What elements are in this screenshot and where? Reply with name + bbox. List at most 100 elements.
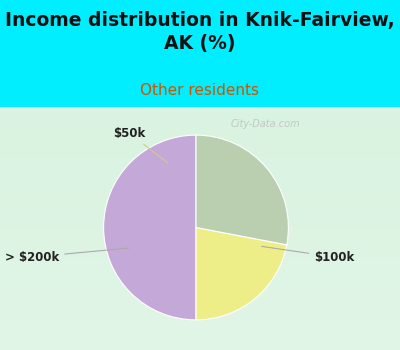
Bar	[0, 143, 400, 146]
Bar	[0, 182, 400, 184]
Bar	[0, 262, 400, 265]
Bar	[0, 250, 400, 253]
Bar	[0, 146, 400, 148]
Text: City-Data.com: City-Data.com	[230, 119, 300, 129]
Bar	[0, 219, 400, 221]
Bar	[0, 158, 400, 160]
Bar	[0, 270, 400, 272]
Wedge shape	[104, 135, 196, 320]
Bar	[0, 214, 400, 216]
Bar	[0, 279, 400, 282]
Bar	[0, 343, 400, 345]
Bar	[0, 131, 400, 133]
Bar	[0, 321, 400, 323]
Bar	[0, 184, 400, 187]
Bar	[0, 318, 400, 321]
Bar	[0, 245, 400, 248]
Bar	[0, 306, 400, 309]
Bar	[0, 187, 400, 189]
Bar	[0, 153, 400, 155]
Bar	[0, 340, 400, 343]
Bar	[0, 141, 400, 143]
Bar	[0, 177, 400, 180]
Bar	[0, 199, 400, 202]
Bar	[0, 206, 400, 209]
Bar	[0, 133, 400, 136]
Bar	[0, 175, 400, 177]
Bar	[0, 204, 400, 206]
Bar	[0, 316, 400, 318]
Bar	[0, 224, 400, 226]
Bar	[0, 292, 400, 294]
Bar	[0, 248, 400, 250]
Bar	[0, 328, 400, 330]
Bar	[0, 301, 400, 304]
Bar	[0, 150, 400, 153]
Bar	[0, 265, 400, 267]
Bar	[0, 267, 400, 270]
Wedge shape	[196, 135, 288, 245]
Bar	[0, 304, 400, 306]
Bar	[0, 173, 400, 175]
Bar	[0, 129, 400, 131]
Bar	[0, 260, 400, 262]
Bar	[0, 119, 400, 121]
Bar	[0, 255, 400, 258]
Bar	[0, 289, 400, 292]
Bar	[0, 117, 400, 119]
Text: Income distribution in Knik-Fairview,
AK (%): Income distribution in Knik-Fairview, AK…	[5, 11, 395, 53]
Bar	[0, 333, 400, 335]
Bar	[0, 258, 400, 260]
Bar	[0, 209, 400, 211]
Bar	[0, 229, 400, 231]
Text: Other residents: Other residents	[140, 83, 260, 98]
Bar	[0, 114, 400, 117]
Bar	[0, 192, 400, 194]
Bar	[0, 136, 400, 138]
Bar	[0, 197, 400, 199]
Bar	[0, 326, 400, 328]
Bar	[0, 275, 400, 277]
Bar	[0, 189, 400, 192]
Bar	[0, 348, 400, 350]
Bar	[0, 155, 400, 158]
Bar	[0, 211, 400, 214]
Bar	[0, 314, 400, 316]
Bar	[0, 121, 400, 124]
Bar	[0, 194, 400, 197]
Bar	[0, 311, 400, 314]
Bar	[0, 284, 400, 287]
Bar	[0, 148, 400, 150]
Bar	[0, 138, 400, 141]
Bar	[0, 338, 400, 340]
Bar	[0, 240, 400, 243]
Bar	[0, 309, 400, 311]
Bar	[0, 165, 400, 168]
Bar	[0, 109, 400, 112]
Bar	[0, 180, 400, 182]
Bar	[0, 299, 400, 301]
Bar	[0, 323, 400, 326]
Bar	[0, 272, 400, 275]
Bar	[0, 335, 400, 338]
Bar	[0, 160, 400, 163]
Bar	[0, 294, 400, 296]
Bar	[0, 112, 400, 114]
Bar	[0, 296, 400, 299]
Bar	[0, 233, 400, 236]
Wedge shape	[196, 228, 287, 320]
Bar	[0, 282, 400, 284]
Text: $50k: $50k	[113, 127, 168, 163]
Bar	[0, 126, 400, 129]
Bar	[0, 168, 400, 170]
Bar	[0, 216, 400, 219]
Bar	[0, 243, 400, 245]
Bar	[0, 163, 400, 165]
Bar	[0, 277, 400, 279]
Bar	[0, 226, 400, 229]
Text: $100k: $100k	[262, 246, 354, 264]
Bar	[0, 231, 400, 233]
Bar	[0, 107, 400, 109]
Bar	[0, 202, 400, 204]
Text: > $200k: > $200k	[5, 248, 128, 264]
